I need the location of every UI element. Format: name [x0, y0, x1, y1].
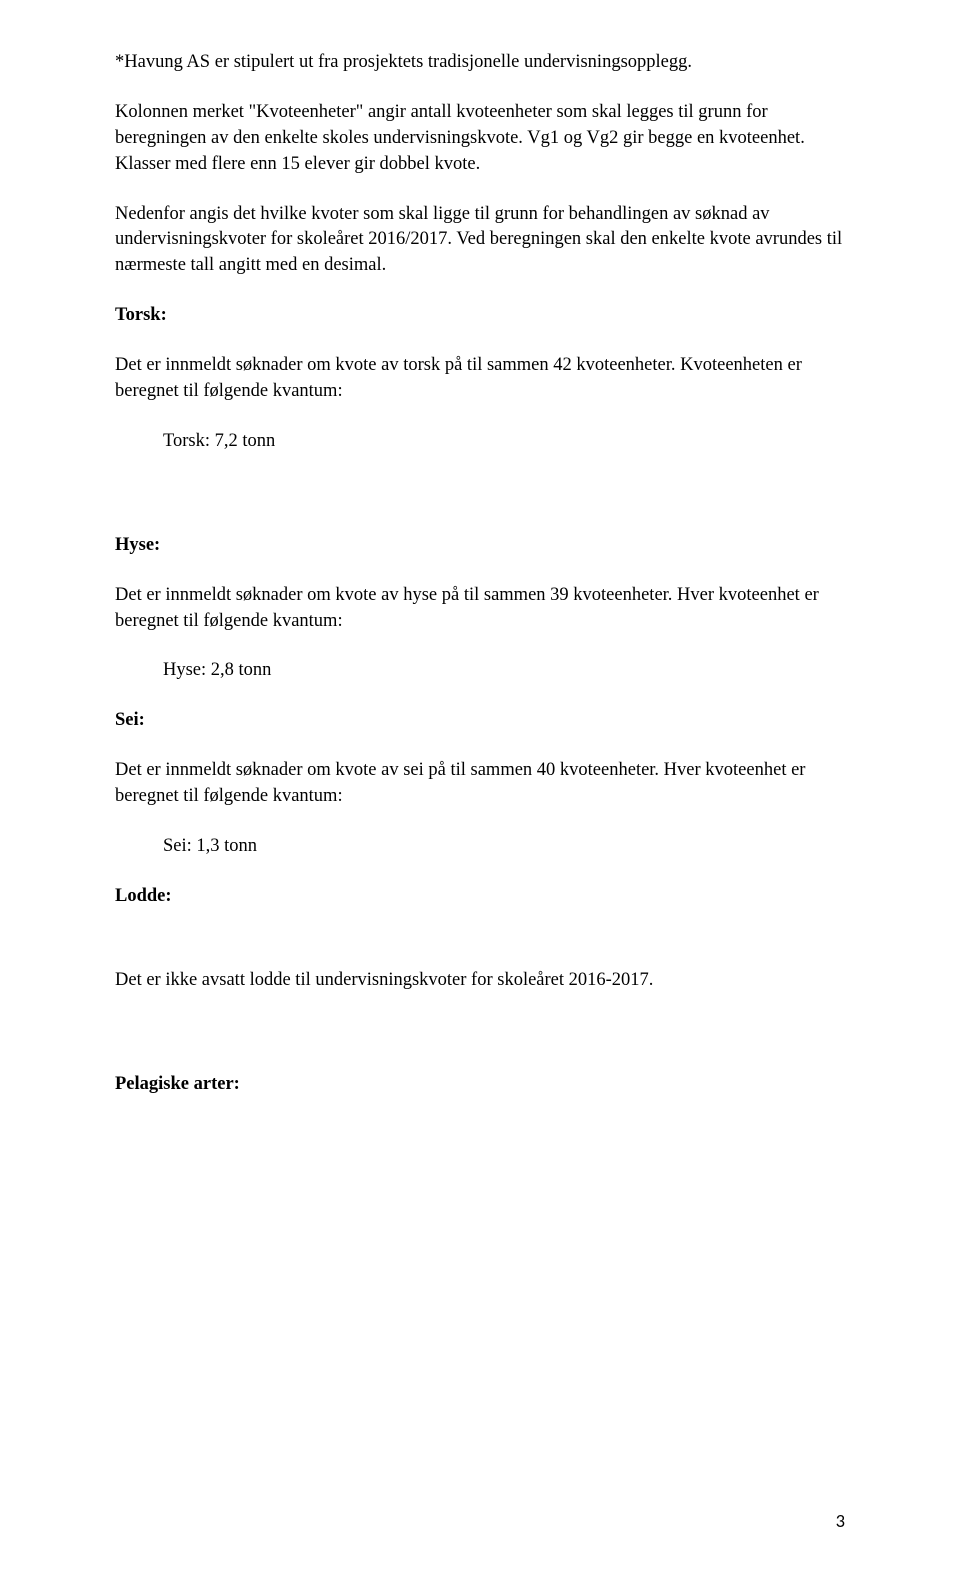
pelagiske-heading: Pelagiske arter: [115, 1072, 845, 1098]
hyse-heading: Hyse: [115, 533, 845, 559]
intro-p2: Kolonnen merket "Kvoteenheter" angir ant… [115, 100, 845, 178]
sei-value: Sei: 1,3 tonn [163, 834, 845, 860]
sei-heading: Sei: [115, 708, 845, 734]
sei-body: Det er innmeldt søknader om kvote av sei… [115, 758, 845, 810]
page-number: 3 [836, 1508, 845, 1534]
torsk-value: Torsk: 7,2 tonn [163, 429, 845, 455]
torsk-heading: Torsk: [115, 303, 845, 329]
hyse-body: Det er innmeldt søknader om kvote av hys… [115, 583, 845, 635]
intro-p3: Nedenfor angis det hvilke kvoter som ska… [115, 202, 845, 280]
torsk-body: Det er innmeldt søknader om kvote av tor… [115, 353, 845, 405]
hyse-value: Hyse: 2,8 tonn [163, 658, 845, 684]
intro-p1: *Havung AS er stipulert ut fra prosjekte… [115, 50, 845, 76]
lodde-heading: Lodde: [115, 884, 845, 910]
lodde-body: Det er ikke avsatt lodde til undervisnin… [115, 968, 845, 994]
